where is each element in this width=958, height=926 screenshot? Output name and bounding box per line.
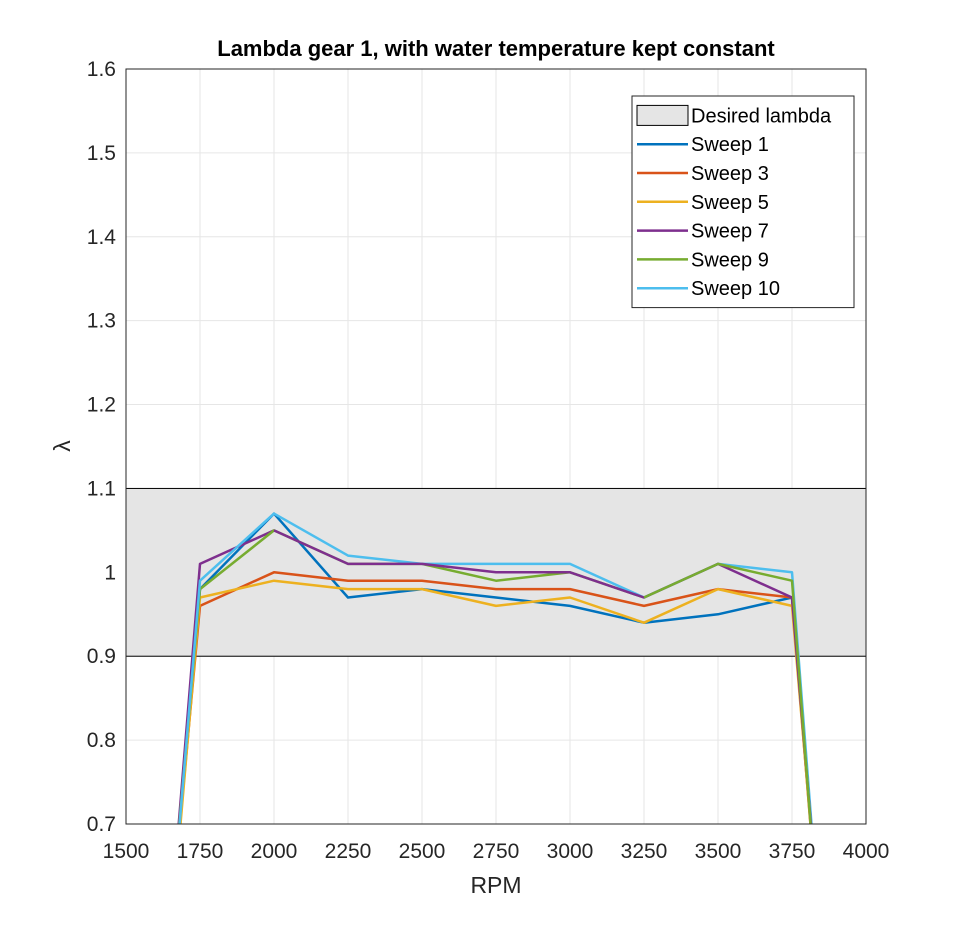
y-tick-label: 1.1 bbox=[87, 477, 116, 500]
x-tick-labels: 1500 1750 2000 2250 2500 2750 3000 3250 3500 3750… bbox=[103, 840, 890, 863]
series-line-2 bbox=[178, 571, 812, 825]
y-tick-label: 1.5 bbox=[87, 142, 116, 165]
legend-swatch-desired bbox=[636, 104, 689, 126]
legend: Desired lambda Sweep 1 Sweep 3 Sweep 5 Sweep… bbox=[631, 95, 855, 309]
x-tick-label: 3500 bbox=[695, 840, 742, 863]
x-tick-label: 2000 bbox=[251, 840, 298, 863]
legend-label: Sweep 7 bbox=[691, 221, 769, 243]
legend-label: Sweep 3 bbox=[691, 163, 769, 185]
series-line-1 bbox=[178, 512, 813, 825]
y-axis-label: λ bbox=[49, 440, 75, 452]
x-tick-label: 3250 bbox=[621, 840, 668, 863]
series-line-3 bbox=[179, 579, 812, 825]
y-tick-label: 1.6 bbox=[87, 58, 116, 81]
series-segment-2 bbox=[643, 562, 812, 825]
legend-label: Desired lambda bbox=[691, 105, 832, 127]
x-tick-label: 3000 bbox=[547, 840, 594, 863]
y-tick-label: 0.7 bbox=[87, 813, 116, 836]
y-tick-label: 1.4 bbox=[87, 226, 117, 249]
plot-frame bbox=[125, 68, 867, 825]
x-tick-label: 1500 bbox=[103, 840, 150, 863]
series-segment-1 bbox=[273, 529, 813, 825]
x-tick-label: 3750 bbox=[769, 840, 816, 863]
legend-label: Sweep 1 bbox=[691, 134, 769, 156]
legend-label: Sweep 9 bbox=[691, 249, 769, 271]
x-tick-label: 2500 bbox=[399, 840, 446, 863]
y-tick-label: 1.2 bbox=[87, 394, 116, 417]
y-tick-label: 0.9 bbox=[87, 645, 116, 668]
chart-title: Lambda gear 1, with water temperature ke… bbox=[217, 36, 775, 61]
series-layer bbox=[177, 512, 813, 825]
y-tick-labels: 0.7 0.8 0.9 1 1.1 1.2 1.3 1.4 1.5 1.6 bbox=[87, 58, 117, 836]
x-axis-label: RPM bbox=[470, 872, 521, 898]
x-tick-label: 1750 bbox=[177, 840, 224, 863]
series-line-6 bbox=[178, 512, 813, 825]
y-tick-label: 1 bbox=[104, 561, 116, 584]
y-tick-label: 0.8 bbox=[87, 729, 116, 752]
legend-label: Sweep 10 bbox=[691, 278, 780, 300]
legend-label: Sweep 5 bbox=[691, 192, 769, 214]
y-tick-label: 1.3 bbox=[87, 310, 116, 333]
x-tick-label: 2750 bbox=[473, 840, 520, 863]
x-tick-label: 2250 bbox=[325, 840, 372, 863]
x-tick-label: 4000 bbox=[843, 840, 890, 863]
